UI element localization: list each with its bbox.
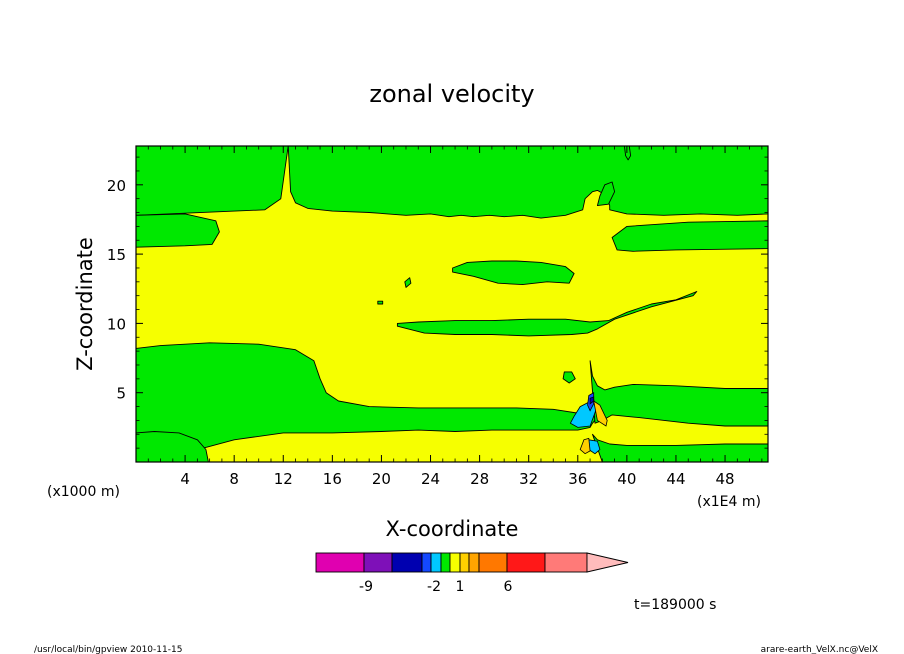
- contour-region-small-dot-c: [377, 300, 384, 305]
- colorbar-segment: [440, 552, 451, 573]
- x-tick-label: 48: [716, 470, 735, 488]
- colorbar-segment: [315, 552, 365, 573]
- x-tick-label: 12: [274, 470, 293, 488]
- colorbar-segment: [363, 552, 393, 573]
- time-label: t=189000 s: [634, 597, 716, 613]
- y-axis-label: Z-coordinate: [73, 237, 97, 371]
- x-unit-left: (x1000 m): [47, 484, 120, 500]
- velocity-feature-orange-lobe-lower: [579, 437, 591, 455]
- x-tick-label: 32: [519, 470, 538, 488]
- contour-region-right-mid-tongue: [611, 220, 769, 252]
- chart-title: zonal velocity: [369, 80, 534, 108]
- colorbar-tick-labels: -9 -2 1 6: [359, 579, 513, 595]
- colorbar-tick-label: -2: [427, 579, 441, 595]
- x-unit-right: (x1E4 m): [697, 494, 761, 510]
- x-tick-label: 24: [421, 470, 440, 488]
- colorbar: [315, 552, 629, 573]
- contour-region-right-step: [596, 181, 616, 207]
- x-tick-label: 20: [372, 470, 391, 488]
- colorbar-tick-label: 1: [456, 579, 465, 595]
- y-tick-label: 10: [107, 315, 126, 333]
- colorbar-segment: [421, 552, 432, 573]
- colorbar-segment: [430, 552, 442, 573]
- contour-region-left-mid-tongue: [135, 213, 220, 248]
- colorbar-segment: [544, 552, 588, 573]
- colorbar-segment: [506, 552, 546, 573]
- footer-right: arare-earth_VelX.nc@VelX: [761, 645, 878, 654]
- x-tick-label: 16: [323, 470, 342, 488]
- contour-region-mid-band: [396, 291, 698, 337]
- contour-region-small-dot-a: [562, 371, 576, 384]
- velocity-features: [569, 392, 608, 455]
- x-tick-label: 40: [617, 470, 636, 488]
- colorbar-segment: [391, 552, 423, 573]
- plot-area: [135, 145, 769, 463]
- y-tick-label: 5: [116, 385, 126, 403]
- y-axis-ticks: 5 10 15 20: [107, 156, 768, 449]
- x-tick-label: 8: [229, 470, 239, 488]
- contour-region-upper-mid-blob: [452, 260, 575, 286]
- colorbar-segment: [459, 552, 470, 573]
- footer-left: /usr/local/bin/gpview 2010-11-15: [34, 645, 182, 654]
- colorbar-segment: [468, 552, 480, 573]
- colorbar-tick-label: -9: [359, 579, 373, 595]
- colorbar-segment: [449, 552, 461, 573]
- y-tick-label: 20: [107, 177, 126, 195]
- x-axis-ticks: 4 8 12 16 20 24 28 32 36 40 44 48: [147, 146, 763, 488]
- contour-region-small-dot-b: [404, 277, 412, 288]
- colorbar-arrow: [586, 552, 629, 573]
- x-tick-label: 44: [666, 470, 685, 488]
- x-tick-label: 36: [568, 470, 587, 488]
- x-tick-label: 28: [470, 470, 489, 488]
- colorbar-tick-label: 6: [504, 579, 513, 595]
- velocity-feature-orange-lobe: [593, 400, 608, 427]
- y-tick-label: 15: [107, 246, 126, 264]
- plot-frame: [135, 145, 769, 463]
- colorbar-segment: [478, 552, 508, 573]
- x-axis-label: X-coordinate: [386, 517, 519, 541]
- x-tick-label: 4: [180, 470, 190, 488]
- contour-region-top-band: [135, 145, 769, 219]
